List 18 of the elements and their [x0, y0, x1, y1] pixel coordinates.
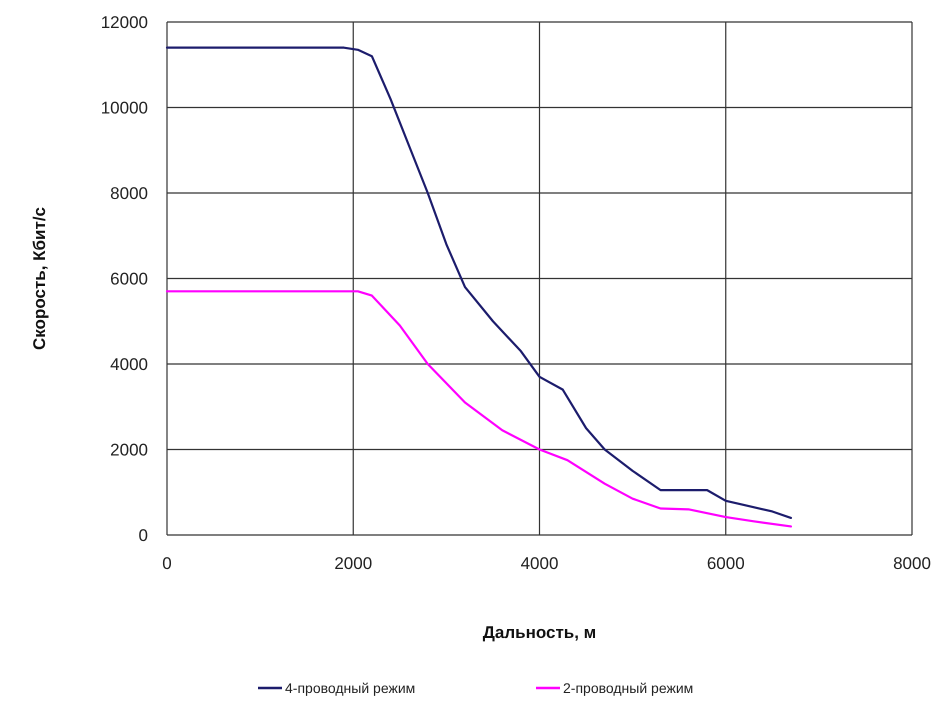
- x-tick-label: 8000: [893, 554, 931, 573]
- y-tick-label: 6000: [110, 270, 148, 288]
- legend-label: 2-проводный режим: [563, 680, 694, 696]
- y-tick-label: 0: [138, 526, 148, 545]
- x-tick-label: 4000: [520, 554, 558, 573]
- x-tick-label: 6000: [706, 554, 745, 573]
- x-tick-label: 0: [162, 554, 172, 573]
- x-axis-title: Дальность, м: [482, 623, 596, 642]
- y-axis-title: Скорость, Кбит/с: [30, 207, 49, 350]
- y-tick-label: 2000: [110, 440, 148, 460]
- y-tick-label: 4000: [110, 355, 148, 374]
- line-series: [166, 290, 792, 528]
- x-tick-label: 2000: [334, 554, 372, 573]
- line-series: [166, 46, 792, 519]
- legend-label: 4-проводный режим: [285, 680, 416, 696]
- y-tick-label: 12000: [100, 13, 148, 32]
- y-tick-label: 8000: [110, 184, 148, 203]
- y-tick-label: 10000: [100, 98, 148, 118]
